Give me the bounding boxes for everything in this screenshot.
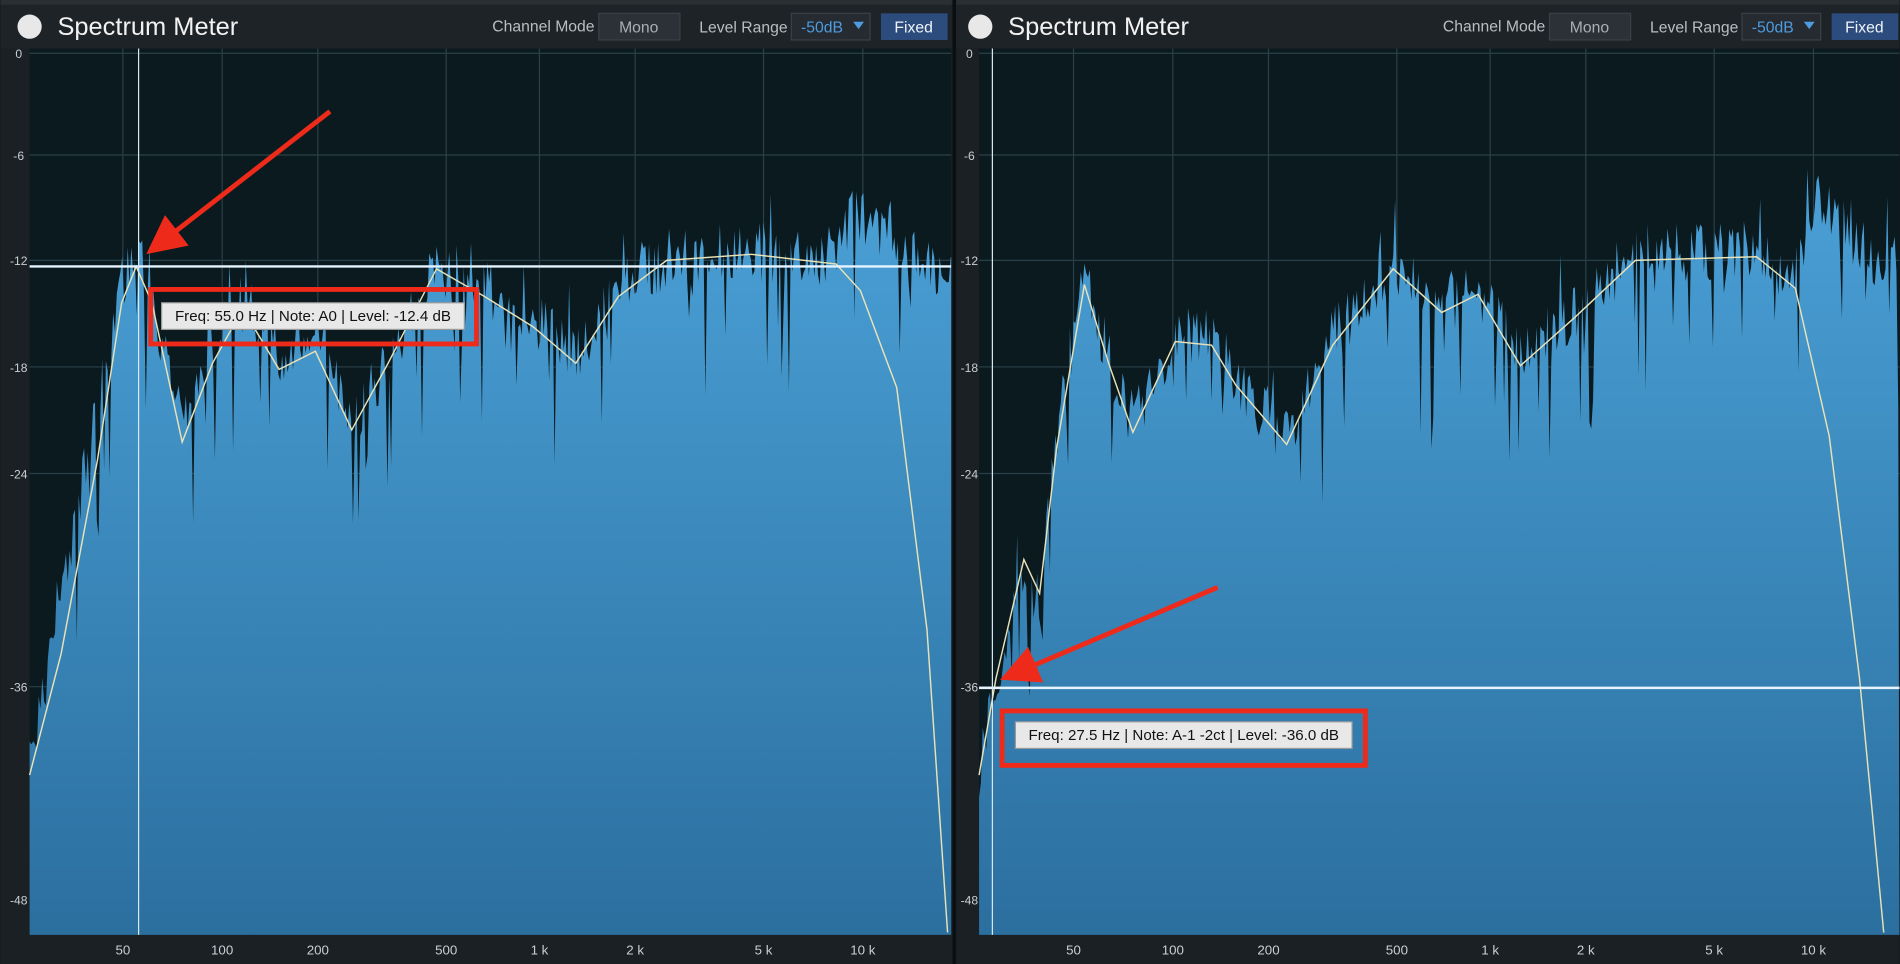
level-range-value[interactable]: -50dB: [801, 20, 843, 37]
logo: [968, 14, 993, 39]
x-tick-label: 50: [115, 942, 130, 957]
x-tick-label: 2 k: [1577, 942, 1595, 957]
y-tick-label: -24: [10, 467, 28, 481]
spectrum-panel: 0 -6 -12 -18 -24 -36 -48 50 100 200 500 1 k 2 k 5 k 10…: [0, 0, 955, 964]
title: Spectrum Meter: [1008, 13, 1189, 41]
fixed-button[interactable]: [1831, 13, 1899, 40]
spectrum-bars: [29, 190, 953, 935]
y-tick-label: -48: [961, 894, 979, 908]
highlight-box: [148, 287, 479, 347]
dropdown-arrow[interactable]: [1803, 21, 1815, 30]
tooltip-box: [1014, 721, 1353, 750]
x-tick-label: 10 k: [850, 942, 876, 957]
x-tick-label: 200: [1257, 942, 1279, 957]
y-tick-label: -12: [961, 254, 979, 268]
x-tick-label: 100: [1162, 942, 1184, 957]
annotation-arrow: [146, 109, 332, 255]
logo: [17, 14, 42, 39]
x-tick-label: 5 k: [1705, 942, 1723, 957]
level-range-label: Level Range: [699, 20, 788, 37]
x-tick-label: 100: [211, 942, 233, 957]
x-tick-label: 200: [307, 942, 329, 957]
level-range-label: Level Range: [1650, 20, 1739, 37]
x-tick-label: 500: [435, 942, 457, 957]
highlight-box: [999, 708, 1368, 768]
level-range-value[interactable]: -50dB: [1752, 20, 1794, 37]
y-tick-label: -6: [13, 149, 24, 163]
top-strip: [951, 0, 1900, 5]
tooltip-box: [160, 302, 465, 331]
x-tick-label: 1 k: [1481, 942, 1499, 957]
spectrum-panel: 0 -6 -12 -18 -24 -36 -48 50 100 200 500 1 k 2 k 5 k 10…: [951, 0, 1900, 964]
y-tick-label: -18: [10, 361, 28, 375]
channel-mode-value[interactable]: Mono: [619, 20, 659, 37]
x-tick-label: 1 k: [531, 942, 549, 957]
x-tick-label: 10 k: [1801, 942, 1827, 957]
channel-mode-value[interactable]: Mono: [1570, 20, 1610, 37]
y-tick-label: -12: [10, 254, 28, 268]
y-tick-label: 0: [15, 47, 22, 61]
channel-mode-label: Channel Mode: [1443, 18, 1546, 35]
top-strip: [0, 0, 953, 5]
annotation-arrow: [999, 585, 1219, 683]
panel-divider: [952, 0, 957, 964]
y-tick-label: -18: [961, 361, 979, 375]
y-tick-label: -6: [964, 149, 975, 163]
channel-mode-button[interactable]: [1548, 12, 1632, 41]
dropdown-arrow[interactable]: [853, 21, 865, 30]
x-tick-label: 500: [1386, 942, 1408, 957]
x-tick-label: 50: [1066, 942, 1081, 957]
y-tick-label: -36: [961, 681, 979, 695]
tooltip-text: Freq: 27.5 Hz | Note: A-1 -2ct | Level: …: [1028, 727, 1339, 744]
fixed-label[interactable]: Fixed: [1845, 20, 1883, 37]
y-tick-label: -36: [10, 681, 28, 695]
channel-mode-label: Channel Mode: [492, 18, 595, 35]
x-tick-label: 2 k: [626, 942, 644, 957]
x-tick-label: 5 k: [755, 942, 773, 957]
smoothed-curve: [978, 256, 1885, 933]
fixed-label[interactable]: Fixed: [894, 20, 932, 37]
fixed-button[interactable]: [880, 13, 948, 40]
channel-mode-button[interactable]: [598, 12, 681, 41]
y-tick-label: 0: [966, 47, 973, 61]
title: Spectrum Meter: [57, 13, 238, 41]
y-tick-label: -24: [961, 467, 979, 481]
y-tick-label: -48: [10, 894, 28, 908]
tooltip-text: Freq: 55.0 Hz | Note: A0 | Level: -12.4 …: [175, 308, 451, 325]
